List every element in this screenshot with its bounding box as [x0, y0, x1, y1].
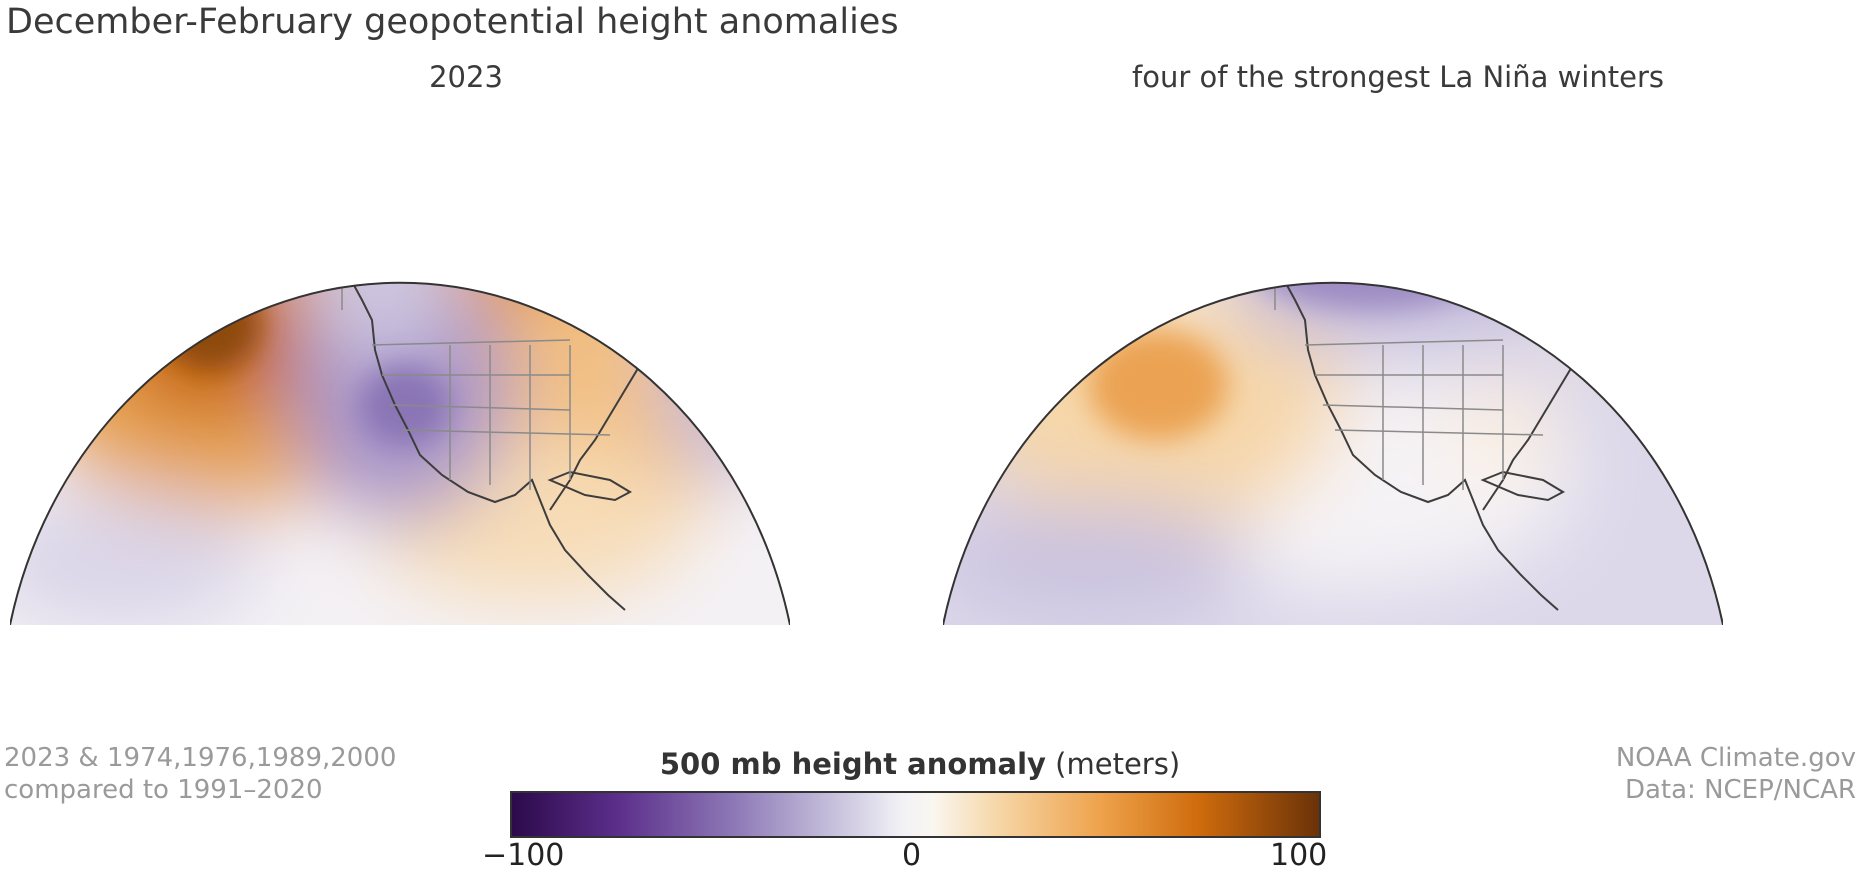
- map-title-2023: 2023: [429, 60, 503, 94]
- legend-title-main: 500 mb height anomaly: [659, 747, 1046, 781]
- colorbar-zero-label: 0: [902, 838, 922, 873]
- legend-title-units: (meters): [1045, 747, 1181, 781]
- credit-publisher: NOAA Climate.gov: [1615, 743, 1856, 773]
- map-title-la-nina: four of the strongest La Niña winters: [1132, 60, 1664, 94]
- map-2023: [10, 281, 790, 625]
- legend-title: 500 mb height anomaly (meters): [510, 747, 1330, 781]
- comparison-baseline: compared to 1991–2020: [4, 775, 323, 805]
- map-la-nina-composite: [943, 281, 1723, 625]
- comparison-years: 2023 & 1974,1976,1989,2000: [4, 743, 397, 773]
- source-credit: NOAA Climate.gov Data: NCEP/NCAR: [1616, 742, 1856, 806]
- colorbar-min-label: −100: [482, 838, 565, 873]
- colorbar-max-label: 100: [1270, 838, 1328, 873]
- comparison-note: 2023 & 1974,1976,1989,2000 compared to 1…: [4, 742, 396, 806]
- colorbar: [510, 791, 1321, 838]
- credit-data-source: Data: NCEP/NCAR: [1624, 775, 1856, 805]
- figure-title: December-February geopotential height an…: [6, 2, 899, 42]
